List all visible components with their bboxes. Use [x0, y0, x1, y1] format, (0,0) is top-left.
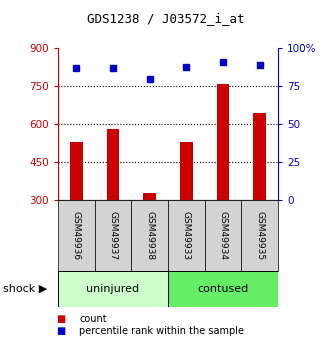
Text: ■: ■ [56, 326, 66, 336]
Bar [241, 200, 278, 271]
Bar [131, 200, 168, 271]
Text: GDS1238 / J03572_i_at: GDS1238 / J03572_i_at [87, 12, 244, 25]
Bar [253, 113, 266, 200]
Text: ■: ■ [56, 314, 66, 324]
Text: shock ▶: shock ▶ [3, 284, 48, 294]
Bar [168, 200, 205, 271]
Bar [95, 200, 131, 271]
Text: GSM49935: GSM49935 [255, 211, 264, 260]
Bar [143, 193, 156, 200]
Text: count: count [79, 314, 107, 324]
Text: contused: contused [197, 284, 249, 294]
Text: GSM49933: GSM49933 [182, 211, 191, 260]
Text: GSM49934: GSM49934 [218, 211, 227, 260]
Text: uninjured: uninjured [86, 284, 139, 294]
Bar [107, 129, 119, 200]
Bar [58, 271, 168, 307]
Bar [180, 142, 193, 200]
Text: GSM49938: GSM49938 [145, 211, 154, 260]
Text: percentile rank within the sample: percentile rank within the sample [79, 326, 244, 336]
Text: GSM49936: GSM49936 [72, 211, 81, 260]
Text: GSM49937: GSM49937 [109, 211, 118, 260]
Bar [216, 84, 229, 200]
Bar [205, 200, 241, 271]
Bar [168, 271, 278, 307]
Bar [58, 200, 95, 271]
Bar [70, 142, 83, 200]
